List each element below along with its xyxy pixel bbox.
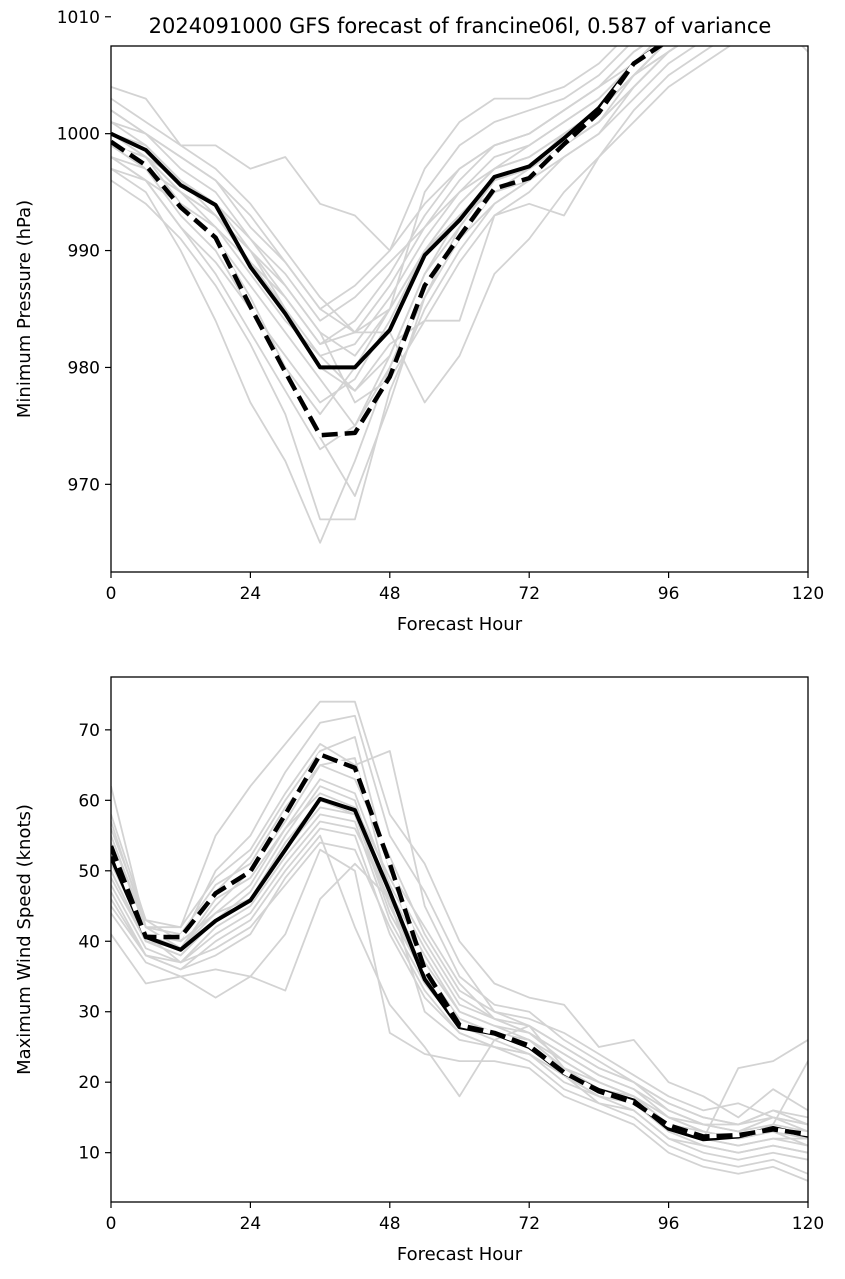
pressure-ensemble-member-8 [111, 46, 679, 521]
wind-dashed-black-line [111, 752, 808, 1139]
pressure-x-tick-label: 0 [106, 584, 117, 604]
wind-x-tick-label: 72 [518, 1214, 540, 1234]
pressure-y-tick-label: 1010 [57, 8, 100, 28]
wind-ensemble-member-17 [111, 764, 808, 1126]
wind-ensemble-member-16 [111, 841, 808, 1154]
wind-ensemble-member-9 [111, 848, 808, 1182]
pressure-ensemble-member-16 [111, 46, 679, 416]
pressure-ensemble-member-17 [111, 46, 645, 310]
pressure-ensemble-member-2 [111, 46, 630, 334]
pressure-ensemble-member-14 [111, 46, 662, 346]
pressure-ensemble-member-12 [111, 46, 808, 392]
wind-x-tick-label: 120 [792, 1214, 824, 1234]
pressure-axes-frame [110, 45, 809, 573]
wind-y-tick-label: 30 [78, 1003, 100, 1023]
pressure-y-tick-label: 990 [68, 242, 100, 262]
pressure-panel: 0 24 48 72 96 120 970 980 990 1000 1010 Forecast … [14, 8, 824, 635]
pressure-x-tick-label: 24 [240, 584, 262, 604]
pressure-x-axis-label: Forecast Hour [397, 614, 523, 635]
wind-y-tick-label: 20 [78, 1073, 100, 1093]
wind-y-tick-label: 50 [78, 862, 100, 882]
wind-ensemble-member-13 [111, 806, 808, 1140]
wind-y-tick-label: 60 [78, 791, 100, 811]
pressure-x-ticks: 0 24 48 72 96 120 [106, 572, 824, 604]
pressure-y-tick-label: 980 [68, 358, 100, 378]
pressure-dashed-black-line [111, 46, 664, 438]
wind-panel: 0 24 48 72 96 120 10 20 30 40 50 60 70 Forecast Hou… [14, 676, 824, 1265]
pressure-ensemble-member-19 [111, 46, 665, 392]
pressure-y-tick-label: 970 [68, 475, 100, 495]
wind-x-axis-label: Forecast Hour [397, 1244, 523, 1265]
pressure-y-ticks: 970 980 990 1000 1010 [57, 8, 111, 495]
wind-x-ticks: 0 24 48 72 96 120 [106, 1202, 824, 1234]
pressure-x-tick-label: 96 [658, 584, 680, 604]
wind-highlight-lines [111, 752, 808, 1142]
wind-ensemble-member-1 [111, 700, 808, 1119]
figure-title: 2024091000 GFS forecast of francine06l, … [149, 14, 772, 38]
wind-y-ticks: 10 20 30 40 50 60 70 [78, 721, 111, 1164]
wind-y-axis-label: Maximum Wind Speed (knots) [14, 804, 35, 1075]
wind-x-tick-label: 48 [379, 1214, 401, 1234]
wind-y-tick-label: 10 [78, 1144, 100, 1164]
wind-ensemble-member-15 [111, 792, 808, 1133]
wind-axes-frame [110, 676, 809, 1203]
pressure-x-tick-label: 48 [379, 584, 401, 604]
pressure-y-axis-label: Minimum Pressure (hPa) [14, 200, 35, 418]
wind-ensemble-member-12 [111, 743, 808, 1126]
pressure-ensemble-member-1 [111, 46, 618, 252]
pressure-highlight-lines [111, 46, 664, 438]
wind-x-tick-label: 96 [658, 1214, 680, 1234]
wind-x-tick-label: 24 [240, 1214, 262, 1234]
wind-ensemble-member-14 [111, 820, 808, 1147]
wind-ensemble-member-8 [111, 862, 808, 1175]
pressure-ensemble-member-11 [111, 46, 732, 404]
pressure-x-tick-label: 120 [792, 584, 824, 604]
pressure-y-tick-label: 1000 [57, 125, 100, 145]
wind-y-tick-label: 40 [78, 932, 100, 952]
pressure-solid-black-line [111, 46, 663, 370]
pressure-ensemble-member-13 [111, 46, 653, 322]
wind-x-tick-label: 0 [106, 1214, 117, 1234]
pressure-ensemble-member-10 [111, 46, 697, 404]
wind-y-tick-label: 70 [78, 721, 100, 741]
pressure-x-tick-label: 72 [518, 584, 540, 604]
wind-ensemble-member-2 [111, 714, 808, 1126]
